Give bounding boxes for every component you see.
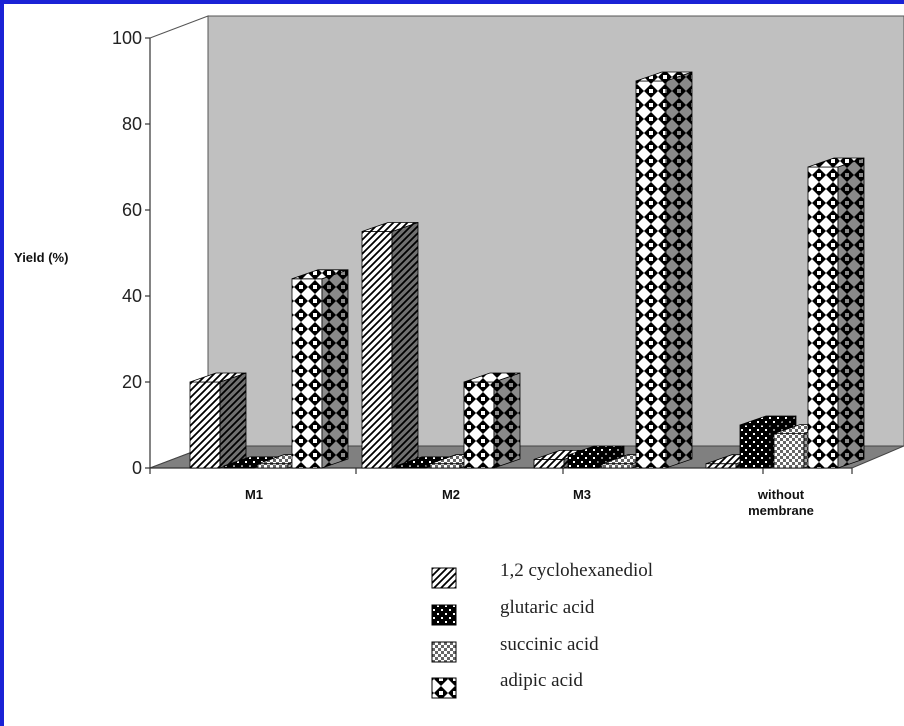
bar-adip-2 xyxy=(635,71,693,469)
legend-label: 1,2 cyclohexanediol xyxy=(500,560,653,581)
x-tick-label: M1 xyxy=(245,487,263,502)
y-tick-label: 80 xyxy=(122,114,142,134)
legend-item: glutaric acid xyxy=(431,597,595,626)
chart-walls xyxy=(149,15,904,469)
x-tick-label: M2 xyxy=(442,487,460,502)
y-tick-label: 100 xyxy=(112,28,142,48)
legend-label: adipic acid xyxy=(500,670,583,691)
x-tick-label: without membrane xyxy=(748,487,814,518)
legend: 1,2 cyclohexanediol glutaric acid succinic… xyxy=(431,560,653,699)
legend-item: 1,2 cyclohexanediol xyxy=(431,560,653,589)
bar-adip-3 xyxy=(807,157,865,469)
legend-label: glutaric acid xyxy=(500,597,595,618)
legend-label: succinic acid xyxy=(500,634,599,655)
legend-swatch xyxy=(431,604,457,626)
legend-swatch xyxy=(431,677,457,699)
legend-swatch xyxy=(431,567,457,589)
legend-item: adipic acid xyxy=(431,670,583,699)
bar-cyclo-1 xyxy=(361,221,419,469)
y-tick-label: 0 xyxy=(132,458,142,478)
x-axis-labels: M1 M2 M3 without membrane xyxy=(245,487,814,518)
y-tick-label: 60 xyxy=(122,200,142,220)
bar-cyclo-0 xyxy=(189,372,247,469)
legend-item: succinic acid xyxy=(431,634,599,663)
bars xyxy=(189,71,865,469)
y-tick-label: 40 xyxy=(122,286,142,306)
bar-adip-1 xyxy=(463,372,521,469)
bar-adip-0 xyxy=(291,269,349,469)
x-tick-label: M3 xyxy=(573,487,591,502)
y-axis-label: Yield (%) xyxy=(14,250,68,265)
y-tick-label: 20 xyxy=(122,372,142,392)
legend-swatch xyxy=(431,641,457,663)
